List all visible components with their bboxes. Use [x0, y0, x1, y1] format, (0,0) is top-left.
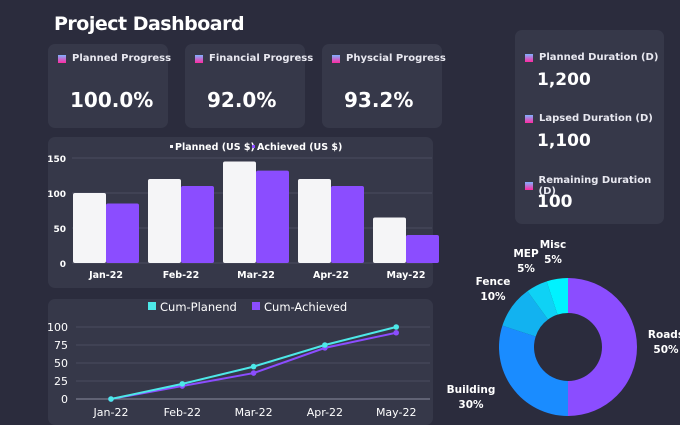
bar-planned	[223, 161, 256, 263]
donut-slice-roads	[568, 278, 637, 416]
slice-percent: 30%	[458, 399, 484, 411]
duration-card: Planned Duration (D) 1,200 Lapsed Durati…	[515, 30, 664, 224]
x-tick-label: Mar-22	[237, 270, 275, 281]
slice-label: Misc	[540, 239, 567, 251]
legend-label: Cum-Achieved	[264, 300, 347, 314]
bar-planned	[73, 193, 106, 263]
legend-label: Achieved (US $)	[257, 142, 342, 153]
x-tick-label: May-22	[376, 406, 417, 419]
slice-percent: 5%	[517, 263, 535, 275]
duration-label: Planned Duration (D)	[539, 52, 659, 63]
data-point	[393, 329, 400, 336]
y-tick-label: 50	[54, 357, 68, 370]
y-tick-label: 0	[60, 260, 66, 270]
y-tick-label: 100	[47, 321, 68, 334]
y-tick-label: 100	[47, 190, 66, 200]
bar-planned	[298, 179, 331, 263]
donut-slice-fence	[502, 291, 549, 337]
data-point	[108, 396, 114, 402]
duration-value: 100	[537, 192, 573, 212]
y-tick-label: 75	[54, 339, 68, 352]
bar-achieved	[331, 186, 364, 263]
slice-percent: 10%	[480, 291, 506, 303]
data-point	[322, 342, 328, 348]
bar-achieved	[256, 170, 289, 263]
legend-label: Planned (US $)	[175, 142, 255, 153]
legend-square-icon	[525, 114, 533, 123]
slice-label: Building	[447, 384, 496, 396]
bar-planned	[148, 179, 181, 263]
kpi-label: Planned Progress	[72, 53, 172, 64]
bar-achieved	[106, 203, 139, 263]
bar-planned	[373, 217, 406, 263]
legend-square-icon	[332, 54, 340, 63]
x-tick-label: Feb-22	[163, 270, 200, 281]
bar-achieved	[181, 186, 214, 263]
duration-label: Remaining Duration (D)	[538, 175, 652, 197]
slice-label: Fence	[476, 276, 511, 288]
legend-label: Cum-Planend	[160, 300, 237, 314]
data-point	[179, 381, 186, 387]
kpi-value: 93.2%	[344, 88, 414, 112]
kpi-value: 92.0%	[207, 88, 277, 112]
slice-percent: 5%	[544, 254, 562, 266]
duration-label: Lapsed Duration (D)	[539, 113, 653, 124]
legend-square-icon	[525, 182, 533, 190]
x-tick-label: Jan-22	[93, 406, 129, 419]
legend-square-icon	[58, 54, 66, 63]
x-tick-label: Apr-22	[307, 406, 343, 419]
x-tick-label: Jan-22	[88, 270, 123, 281]
kpi-label: Financial Progress	[209, 53, 314, 64]
legend-marker	[252, 302, 260, 310]
x-tick-label: Mar-22	[235, 406, 273, 419]
data-point	[250, 363, 257, 370]
duration-value: 1,200	[537, 70, 591, 90]
y-tick-label: 25	[54, 375, 68, 388]
bar-achieved	[406, 235, 439, 263]
legend-square-icon	[195, 54, 203, 63]
y-tick-label: 150	[47, 155, 66, 165]
page-title: Project Dashboard	[54, 13, 245, 35]
legend-square-icon	[525, 53, 533, 62]
legend-marker	[252, 145, 255, 148]
donut-slice-building	[499, 325, 568, 416]
y-tick-label: 50	[53, 225, 66, 235]
x-tick-label: May-22	[387, 270, 426, 281]
x-tick-label: Apr-22	[313, 270, 349, 281]
donut-slice-mep	[527, 281, 558, 320]
slice-percent: 50%	[653, 344, 679, 356]
legend-marker	[170, 145, 173, 148]
kpi-value: 100.0%	[70, 88, 154, 112]
kpi-card-financial: Financial Progress 92.0%	[185, 44, 313, 128]
kpi-label: Physcial Progress	[346, 53, 446, 64]
x-tick-label: Feb-22	[164, 406, 201, 419]
y-tick-label: 0	[61, 393, 68, 406]
duration-value: 1,100	[537, 131, 591, 151]
legend-marker	[148, 302, 156, 310]
data-point	[250, 370, 257, 376]
kpi-card-physical: Physcial Progress 93.2%	[322, 44, 446, 128]
donut-slice-misc	[546, 278, 568, 315]
line-chart-panel	[48, 299, 433, 425]
data-point	[393, 324, 400, 330]
slice-label: MEP	[513, 248, 539, 260]
slice-label: Roads	[648, 329, 680, 341]
kpi-card-planned: Planned Progress 100.0%	[48, 44, 172, 128]
